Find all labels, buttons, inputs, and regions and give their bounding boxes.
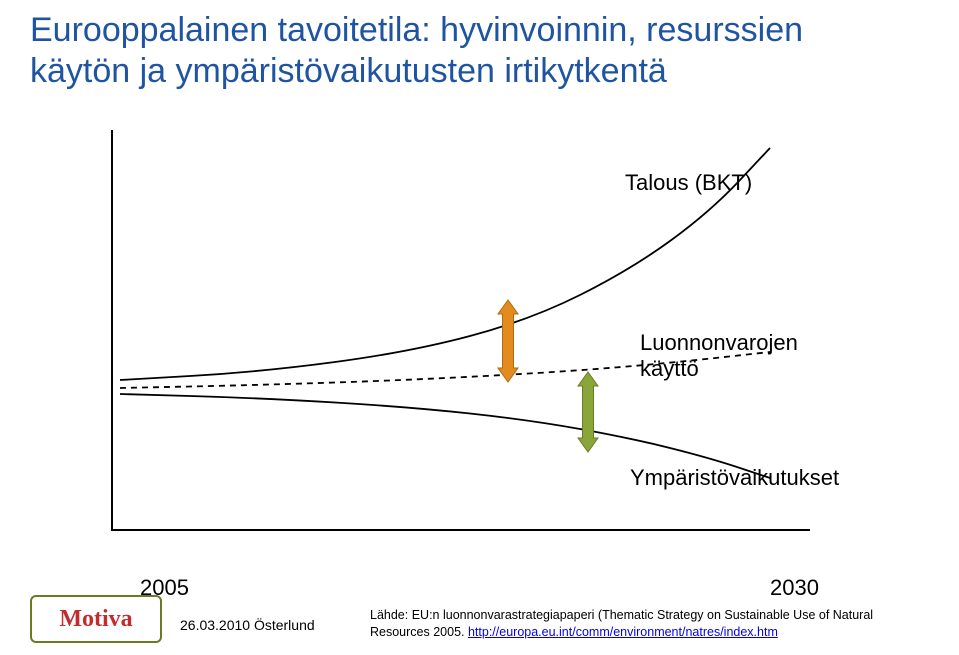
page-title: Eurooppalainen tavoitetila: hyvinvoinnin… (30, 10, 890, 92)
arrow-green (578, 372, 598, 452)
motiva-logo: Motiva (30, 595, 162, 643)
title-line-2: käytön ja ympäristövaikutusten irtikytke… (30, 52, 667, 90)
slide: Eurooppalainen tavoitetila: hyvinvoinnin… (0, 0, 959, 655)
motiva-logo-svg: Motiva (41, 604, 151, 634)
footer-date: 26.03.2010 Österlund (180, 617, 315, 633)
arrow-orange (498, 300, 518, 382)
label-ymparisto: Ympäristövaikutukset (630, 465, 839, 491)
logo-text: Motiva (59, 606, 132, 632)
title-line-1: Eurooppalainen tavoitetila: hyvinvoinnin… (30, 11, 803, 49)
footer: Motiva 26.03.2010 Österlund Lähde: EU:n … (0, 593, 959, 643)
decoupling-chart: Talous (BKT) Luonnonvarojen käyttö Ympär… (110, 120, 850, 560)
label-luonnonvarat: Luonnonvarojen käyttö (640, 330, 850, 382)
footer-source: Lähde: EU:n luonnonvarastrategiapaperi (… (370, 607, 930, 641)
source-link[interactable]: http://europa.eu.int/comm/environment/na… (468, 625, 778, 639)
label-talous: Talous (BKT) (625, 170, 752, 196)
